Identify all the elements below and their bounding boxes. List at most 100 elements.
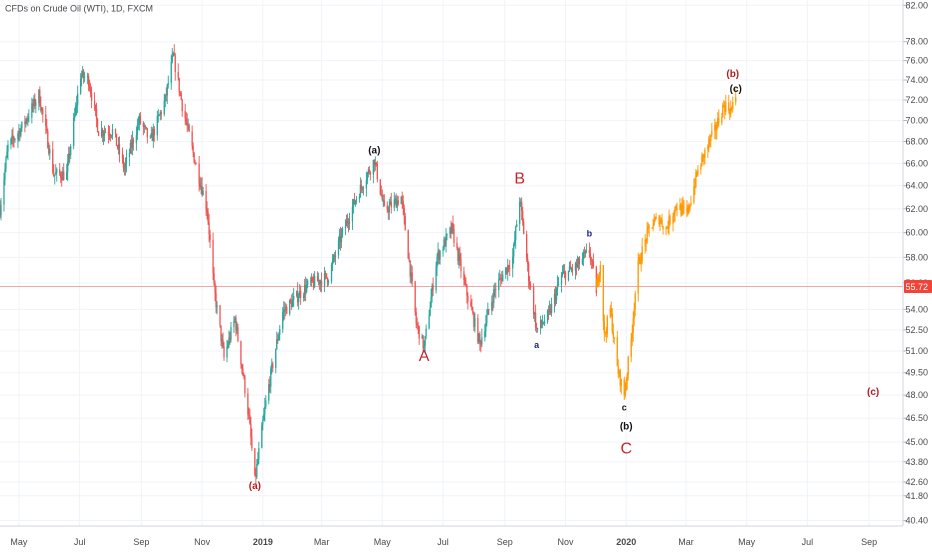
time-tick-label: Jul [437,537,449,547]
candle-body [376,164,378,180]
candle-body [187,124,189,126]
candle-body [163,100,165,115]
candle-body [359,184,362,198]
candle-body [53,172,55,177]
candle-body [20,128,22,136]
candle-body [540,319,543,325]
candle-body [111,129,114,136]
candle-body [442,249,444,252]
candle-body [701,156,703,167]
candle-body [68,153,70,162]
candle-body [52,149,54,173]
candle-body [647,226,649,230]
candle-body [395,198,397,208]
candle-body [519,201,521,225]
candle-body [709,138,711,141]
candle-body [610,308,612,314]
candle-body [59,169,61,174]
candle-body [214,283,216,294]
candle-body [379,179,381,195]
candle-body [185,118,187,123]
candle-body [339,235,342,243]
candle-body [369,172,372,175]
price-tick-label: 58.00 [905,252,928,262]
candle-body [244,376,246,394]
candle-body [556,284,559,291]
candle-body [70,145,72,156]
candle-body [582,252,585,259]
candle-body [265,400,267,407]
candle-body [652,225,654,229]
candle-body [125,157,128,164]
candle-body [526,233,528,259]
candle-body [694,186,696,188]
candle-body [269,384,271,387]
candle-body [390,201,392,208]
candle-body [304,285,306,296]
candle-body [403,208,405,217]
candle-body [680,204,682,215]
candle-body [88,86,91,89]
price-tick-label: 51.00 [905,346,928,356]
candle-body [90,93,93,101]
candle-body [114,129,117,134]
candle-body [634,293,636,310]
candle-body [348,221,351,224]
candle-body [173,52,175,56]
candle-body [136,124,139,136]
candle-body [487,309,489,316]
candle-body [208,222,210,235]
candle-body [298,297,300,303]
candle-body [574,263,577,272]
candle-body [128,153,131,158]
candle-body [387,210,389,213]
wave-label: (c) [730,84,742,95]
candle-body [278,334,280,341]
candle-body [681,205,683,215]
candle-body [184,111,186,119]
candle-body [47,130,49,149]
candle-body [639,257,641,264]
candle-body [508,265,510,269]
candle-body [366,173,369,181]
candle-body [195,163,197,165]
wave-label: A [419,348,430,365]
candle-body [686,207,688,213]
candle-body [258,448,260,460]
candle-body [159,112,161,116]
candle-body [547,310,550,312]
candle-body [152,128,154,141]
candle-body [500,277,502,279]
candle-body [667,227,669,229]
candle-body [4,168,6,180]
candle-body [306,280,309,286]
candle-body [534,312,537,328]
candle-body [697,169,699,175]
candle-body [627,356,629,375]
candle-body [589,253,592,260]
candle-body [122,158,125,168]
candle-body [703,154,705,158]
candle-body [617,366,619,375]
candle-body [143,125,146,127]
candle-body [557,284,560,285]
candle-body [571,269,574,272]
candle-body [409,260,411,277]
candle-body [330,264,333,282]
candle-body [474,317,476,327]
candle-body [529,285,532,288]
candle-body [219,305,221,326]
candle-body [285,306,287,311]
candle-body [89,88,92,94]
candle-body [167,83,169,85]
candle-body [319,280,322,285]
candle-body [346,220,349,223]
candle-body [296,291,298,297]
candle-body [716,127,718,131]
candle-body [665,227,667,230]
candle-body [631,333,633,339]
candle-body [481,337,483,345]
candle-body [735,97,737,103]
